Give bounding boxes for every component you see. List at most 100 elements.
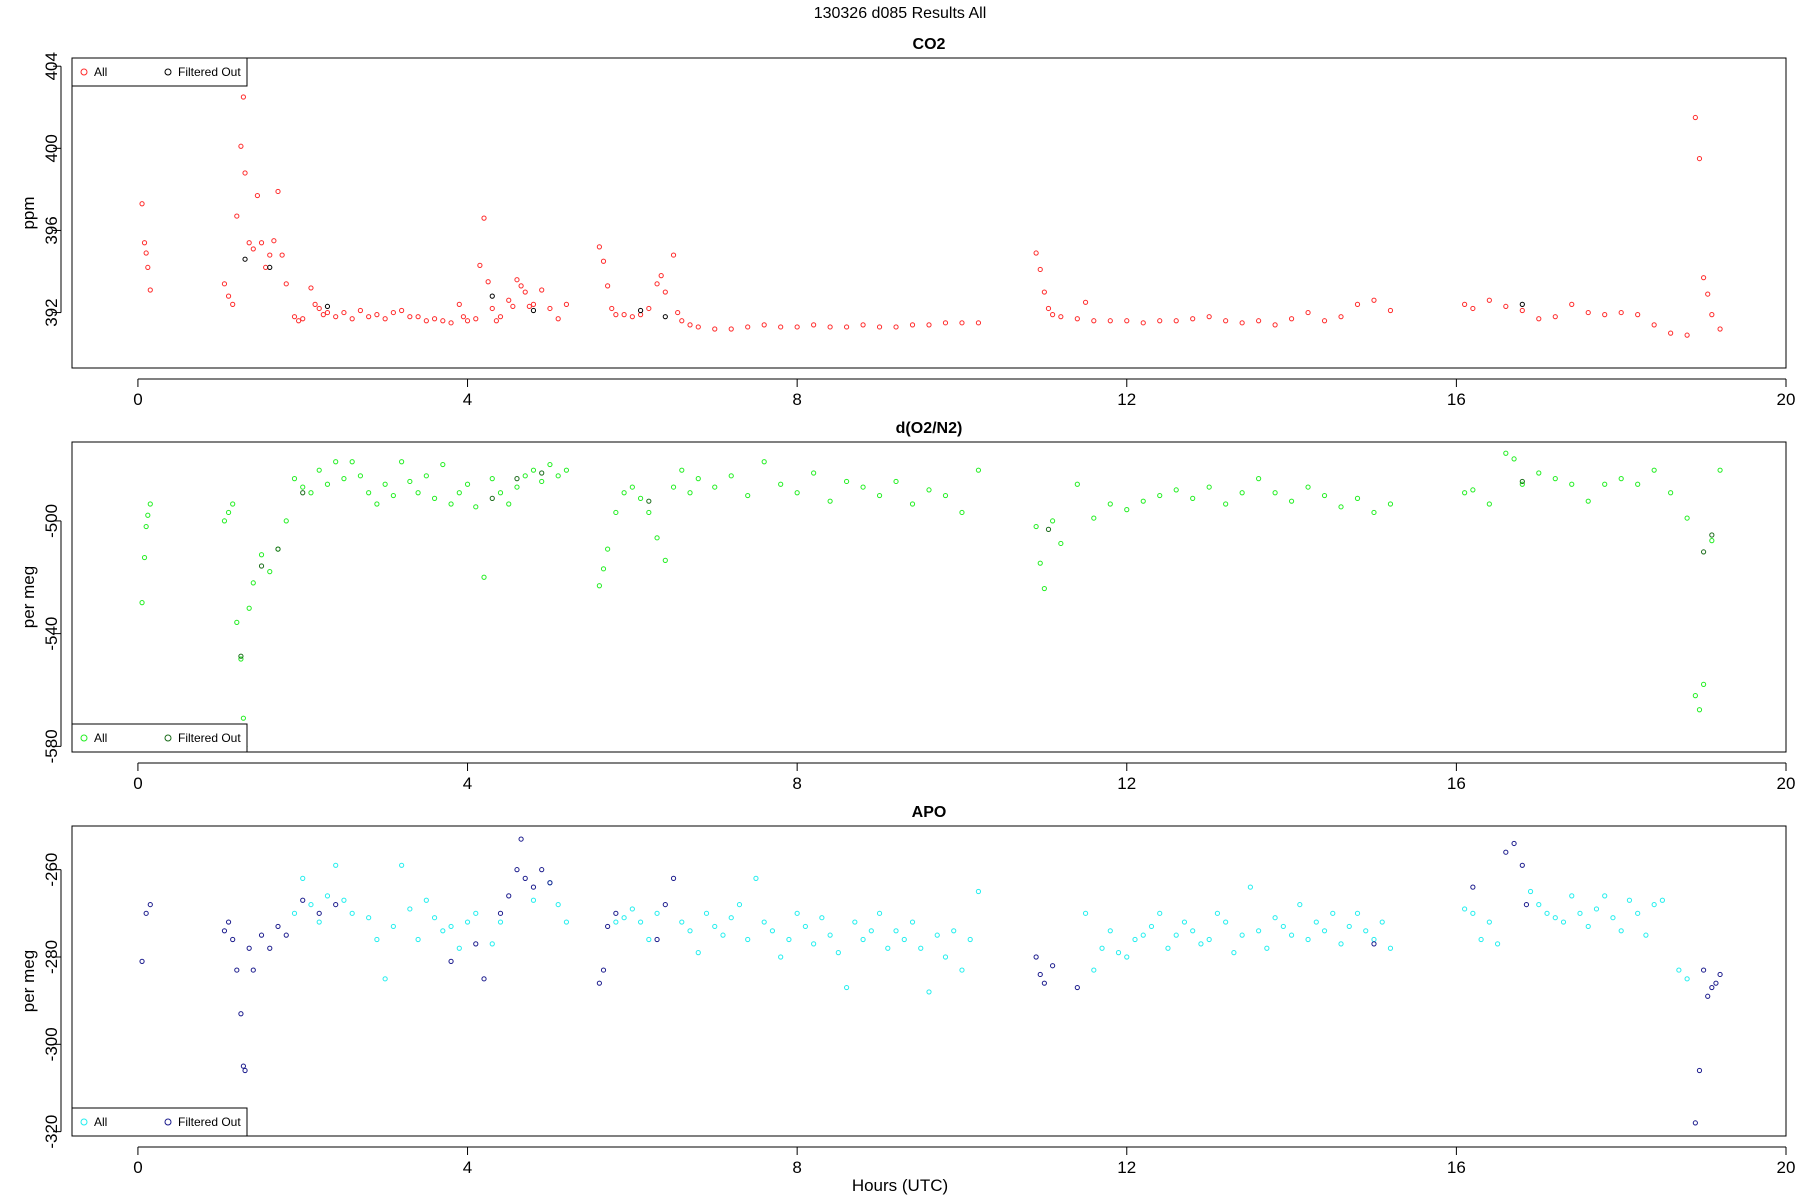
data-point-o2n2-all bbox=[1684, 515, 1690, 521]
data-point-co2-filtered bbox=[267, 264, 273, 271]
data-point-apo-all bbox=[1231, 950, 1237, 956]
data-point-o2n2-all bbox=[596, 583, 602, 589]
y-tick-label-co2: 404 bbox=[42, 52, 61, 80]
data-point-apo-all bbox=[1470, 910, 1476, 916]
data-point-o2n2-all bbox=[1569, 481, 1575, 487]
data-point-apo-filtered bbox=[547, 880, 553, 886]
plot-frame-apo bbox=[71, 825, 1787, 1137]
data-point-co2-all bbox=[349, 316, 355, 322]
data-point-co2-all bbox=[1709, 312, 1715, 318]
data-point-apo-all bbox=[1264, 945, 1270, 951]
data-point-apo-all bbox=[1478, 936, 1484, 943]
data-point-apo-all bbox=[341, 897, 347, 903]
data-point-apo-all bbox=[1560, 919, 1567, 925]
data-point-co2-all bbox=[605, 283, 611, 289]
data-point-co2-all bbox=[1157, 318, 1163, 324]
data-point-apo-all bbox=[909, 919, 916, 925]
data-point-apo-all bbox=[975, 888, 982, 895]
data-point-apo-filtered bbox=[246, 945, 252, 951]
data-point-apo-filtered bbox=[1371, 941, 1377, 947]
data-point-apo-all bbox=[646, 936, 652, 943]
data-point-co2-all bbox=[1700, 275, 1707, 281]
data-point-co2-all bbox=[1305, 309, 1311, 316]
data-point-apo-all bbox=[1256, 928, 1262, 934]
data-point-o2n2-all bbox=[316, 467, 322, 473]
data-point-apo-all bbox=[736, 901, 743, 908]
data-point-apo-all bbox=[316, 919, 322, 925]
data-point-apo-all bbox=[1684, 976, 1690, 982]
data-point-co2-all bbox=[600, 258, 607, 264]
data-point-co2-all bbox=[481, 215, 487, 221]
data-point-apo-all bbox=[399, 862, 405, 868]
data-point-co2-all bbox=[258, 240, 265, 246]
data-point-o2n2-all bbox=[349, 459, 355, 465]
data-point-co2-all bbox=[279, 252, 285, 258]
data-point-o2n2-all bbox=[613, 509, 619, 516]
data-point-o2n2-all bbox=[1338, 504, 1344, 510]
data-point-co2-filtered bbox=[530, 307, 537, 314]
data-point-co2-all bbox=[646, 305, 652, 312]
data-point-apo-filtered bbox=[267, 945, 273, 951]
data-point-o2n2-all bbox=[464, 481, 471, 487]
data-point-co2-all bbox=[448, 320, 454, 326]
data-point-o2n2-all bbox=[481, 574, 487, 580]
data-point-apo-all bbox=[1462, 906, 1468, 912]
x-tick-label-o2n2: 0 bbox=[133, 774, 142, 793]
data-point-o2n2-filtered bbox=[275, 546, 281, 552]
data-point-co2-all bbox=[687, 322, 693, 328]
data-point-co2-all bbox=[423, 318, 429, 324]
data-point-co2-all bbox=[1321, 318, 1328, 324]
data-point-o2n2-all bbox=[1486, 501, 1492, 507]
data-point-apo-filtered bbox=[275, 923, 281, 930]
data-point-co2-all bbox=[514, 277, 520, 283]
data-point-apo-filtered bbox=[473, 941, 479, 947]
data-point-apo-all bbox=[1181, 919, 1188, 925]
data-point-apo-all bbox=[852, 919, 858, 925]
data-point-co2-all bbox=[1050, 312, 1056, 318]
data-point-apo-all bbox=[1206, 936, 1212, 943]
data-point-apo-all bbox=[407, 906, 413, 912]
data-point-apo-all bbox=[802, 923, 808, 930]
data-point-co2-all bbox=[1696, 155, 1703, 162]
data-point-co2-all bbox=[320, 312, 326, 318]
data-point-co2-all bbox=[1338, 314, 1344, 320]
data-point-apo-all bbox=[423, 897, 429, 903]
data-point-co2-all bbox=[827, 324, 833, 330]
data-point-co2-all bbox=[1519, 307, 1525, 314]
data-point-apo-all bbox=[1165, 945, 1171, 951]
data-point-o2n2-all bbox=[621, 490, 627, 496]
data-point-apo-filtered bbox=[600, 967, 607, 973]
data-point-co2-all bbox=[460, 314, 467, 320]
data-point-co2-all bbox=[283, 281, 289, 287]
data-point-co2-all bbox=[1387, 307, 1394, 314]
data-point-o2n2-all bbox=[1668, 490, 1674, 496]
legend-label-all-o2n2: All bbox=[94, 731, 107, 745]
data-point-co2-all bbox=[143, 250, 149, 256]
data-point-co2-all bbox=[407, 314, 413, 320]
data-point-o2n2-all bbox=[1371, 509, 1377, 516]
data-point-apo-filtered bbox=[1511, 840, 1517, 847]
data-point-co2-all bbox=[1602, 312, 1608, 318]
y-tick-label-co2: 396 bbox=[42, 216, 61, 244]
figure-title: 130326 d085 Results All bbox=[814, 5, 987, 22]
x-tick-label-o2n2: 16 bbox=[1447, 774, 1466, 793]
data-point-co2-all bbox=[909, 322, 916, 328]
data-point-apo-all bbox=[1651, 901, 1657, 908]
data-point-co2-all bbox=[141, 240, 148, 246]
data-point-co2-all bbox=[316, 305, 322, 312]
data-point-apo-filtered bbox=[1519, 862, 1525, 868]
data-point-co2-all bbox=[530, 301, 537, 307]
y-tick-label-apo: -320 bbox=[42, 1115, 61, 1149]
data-point-o2n2-filtered bbox=[1519, 478, 1525, 485]
data-point-co2-all bbox=[221, 281, 228, 287]
data-point-o2n2-all bbox=[1190, 495, 1196, 501]
data-point-apo-all bbox=[951, 928, 957, 934]
data-point-apo-all bbox=[794, 910, 800, 916]
data-point-co2-all bbox=[876, 324, 883, 330]
legend-apo: All Filtered Out bbox=[71, 1107, 248, 1137]
x-tick-label-apo: 20 bbox=[1777, 1158, 1796, 1177]
data-point-apo-all bbox=[1099, 945, 1105, 951]
data-point-co2-all bbox=[1058, 314, 1064, 320]
panel-o2n2: d(O2/N2) per meg 0 4 8 12 16 20 -500 -540 -580 All F… bbox=[19, 420, 1795, 793]
data-point-co2-all bbox=[489, 305, 495, 312]
